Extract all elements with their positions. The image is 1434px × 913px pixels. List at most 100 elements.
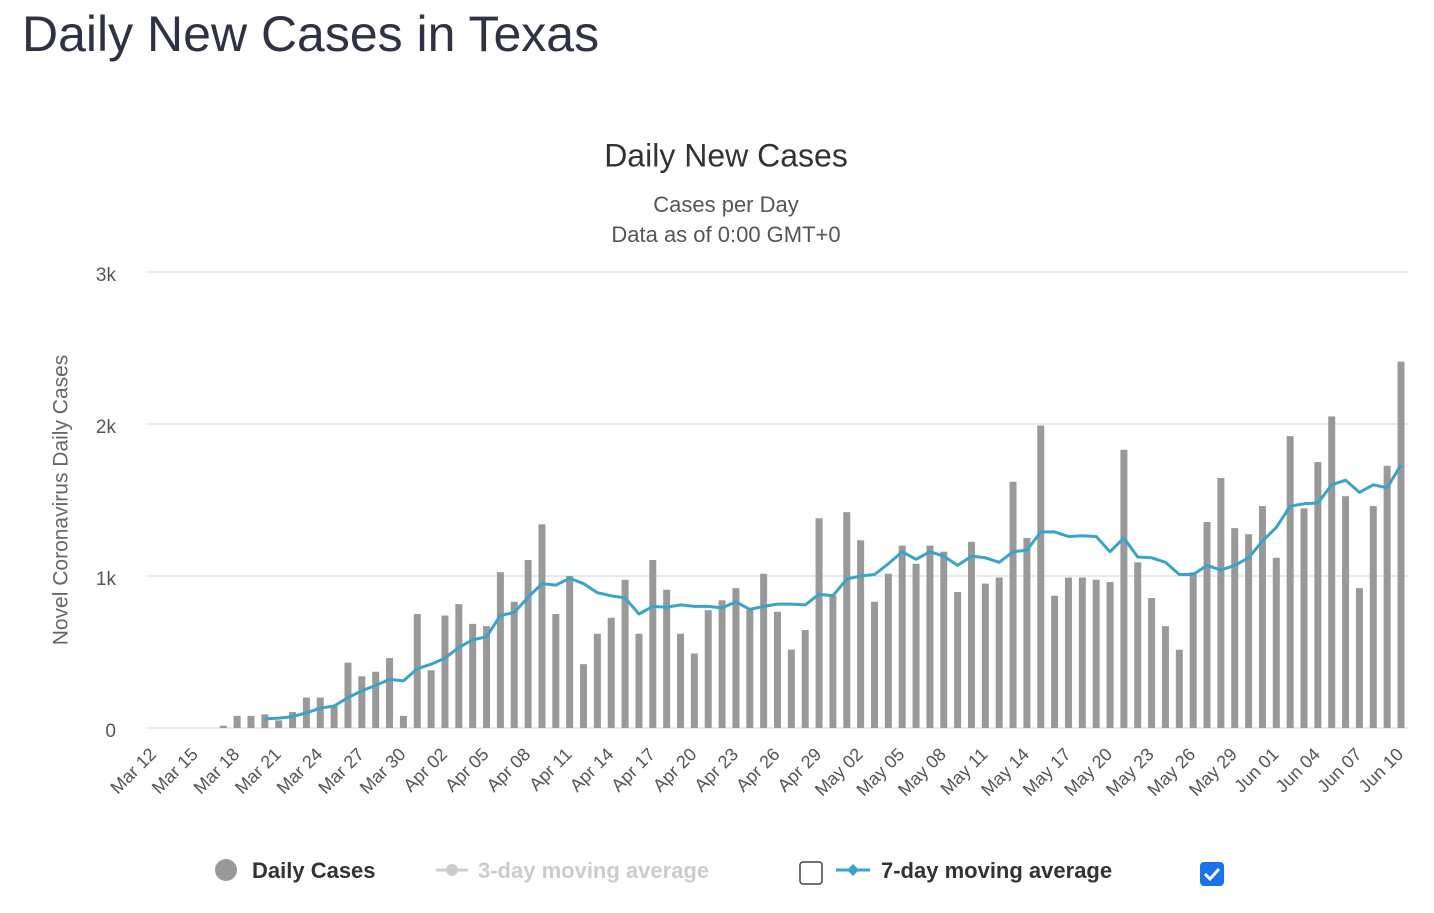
bar (427, 670, 435, 728)
bar (967, 541, 975, 728)
bar (746, 610, 754, 728)
bar (483, 626, 491, 728)
bar (1161, 626, 1169, 728)
chart-subtitle: Data as of 0:00 GMT+0 (611, 222, 840, 247)
legend-label: Daily Cases (252, 858, 376, 883)
bar (1369, 506, 1377, 728)
bar (912, 563, 920, 728)
bar (289, 712, 297, 728)
bar (704, 610, 712, 728)
checkbox[interactable] (799, 861, 823, 885)
x-tick-label: Mar 21 (231, 744, 285, 798)
bar (1037, 425, 1045, 728)
bar (1092, 579, 1100, 728)
bar (677, 633, 685, 728)
y-axis-title: Novel Coronavirus Daily Cases (50, 355, 73, 646)
bar (1355, 588, 1363, 728)
x-tick-label: Apr 17 (607, 744, 659, 796)
bar (940, 551, 948, 728)
bar (1272, 557, 1280, 728)
bar (455, 604, 463, 728)
bar (1314, 462, 1322, 728)
page-title: Daily New Cases in Texas (22, 6, 599, 62)
bar (718, 600, 726, 728)
x-tick-label: Jun 01 (1230, 744, 1282, 796)
bar (372, 671, 380, 728)
bar (552, 614, 560, 728)
bar (1078, 577, 1086, 728)
bar (774, 611, 781, 728)
x-tick-label: Mar 18 (190, 744, 244, 798)
bar (843, 512, 851, 728)
x-tick-label: Jun 04 (1272, 744, 1324, 796)
bar (510, 601, 518, 728)
bar (386, 658, 394, 728)
bar (233, 715, 241, 728)
x-tick-label: Jun 10 (1355, 744, 1407, 796)
bar (760, 573, 768, 728)
bar (261, 714, 269, 728)
bar (621, 579, 629, 728)
x-tick-label: Apr 08 (483, 744, 535, 796)
bar (857, 540, 865, 728)
chart-subtitle: Cases per Day (653, 192, 799, 217)
bar (898, 545, 906, 728)
bar (732, 588, 740, 728)
line (264, 464, 1403, 721)
checkmark (1203, 867, 1221, 882)
bar (884, 573, 892, 728)
bar (829, 595, 837, 728)
bar (1342, 496, 1350, 728)
bar (344, 662, 352, 728)
bar (649, 560, 657, 728)
bar (787, 649, 795, 728)
bar (1134, 562, 1142, 728)
bar (1203, 522, 1211, 728)
x-tick-label: Jun 07 (1313, 744, 1365, 796)
bar (566, 576, 574, 728)
bar (1009, 481, 1017, 728)
y-tick-label: 2k (96, 417, 117, 438)
bar (1175, 649, 1183, 728)
bar (981, 583, 989, 728)
x-tick-label: Apr 23 (690, 744, 742, 796)
bar (1383, 465, 1391, 728)
legend-marker (847, 864, 859, 876)
x-tick-label: Mar 15 (148, 744, 202, 798)
bar (1258, 506, 1266, 728)
bar (690, 653, 698, 728)
bar (593, 633, 601, 728)
bar (1217, 477, 1225, 728)
bar (358, 676, 366, 728)
bar (1120, 449, 1128, 728)
bar (219, 725, 227, 728)
bar (1148, 598, 1156, 728)
x-tick-label: Apr 26 (732, 744, 784, 796)
x-tick-label: Apr 05 (441, 744, 493, 796)
x-tick-label: Mar 24 (273, 744, 327, 798)
bar (1064, 577, 1072, 728)
x-tick-label: Apr 14 (566, 744, 618, 796)
bar (1300, 508, 1308, 728)
bar (469, 623, 477, 728)
bar (1231, 528, 1239, 728)
bar (524, 560, 532, 728)
x-tick-label: Mar 12 (106, 744, 160, 798)
bar (663, 589, 671, 728)
y-tick-label: 1k (96, 569, 117, 590)
checkbox-checked[interactable] (1200, 862, 1224, 886)
bar (801, 629, 809, 728)
bar (1397, 361, 1405, 728)
bar (538, 524, 546, 728)
bar (399, 715, 407, 728)
bar (316, 697, 324, 728)
legend-label: 7-day moving average (881, 858, 1112, 883)
legend-marker (215, 859, 237, 881)
legend-label: 3-day moving average (478, 858, 709, 883)
bar (441, 615, 449, 728)
bar (1189, 572, 1197, 728)
bar (1106, 582, 1114, 728)
bar (1245, 534, 1253, 728)
